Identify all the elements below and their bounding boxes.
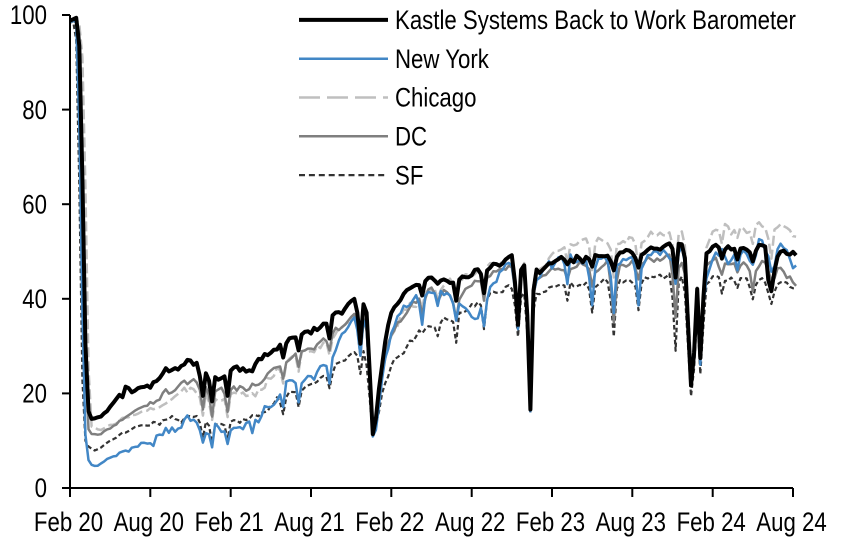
svg-text:Feb 24: Feb 24 xyxy=(677,507,746,537)
svg-text:Feb 21: Feb 21 xyxy=(195,507,264,537)
svg-text:New York: New York xyxy=(395,44,489,74)
svg-text:Chicago: Chicago xyxy=(395,83,477,113)
svg-text:Aug 21: Aug 21 xyxy=(274,507,344,537)
svg-text:Aug 20: Aug 20 xyxy=(114,507,184,537)
svg-text:Aug 23: Aug 23 xyxy=(596,507,666,537)
svg-text:100: 100 xyxy=(10,0,47,30)
svg-text:SF: SF xyxy=(395,160,423,190)
svg-text:Kastle Systems Back to Work Ba: Kastle Systems Back to Work Barometer xyxy=(395,5,796,35)
svg-text:20: 20 xyxy=(22,379,47,409)
svg-text:40: 40 xyxy=(22,284,47,314)
svg-text:80: 80 xyxy=(22,95,47,125)
svg-text:Feb 20: Feb 20 xyxy=(34,507,103,537)
svg-text:Feb 22: Feb 22 xyxy=(355,507,424,537)
svg-text:0: 0 xyxy=(35,473,47,503)
svg-text:Feb 23: Feb 23 xyxy=(516,507,585,537)
svg-text:60: 60 xyxy=(22,189,47,219)
svg-text:Aug 24: Aug 24 xyxy=(756,507,826,537)
svg-text:Aug 22: Aug 22 xyxy=(435,507,505,537)
svg-text:DC: DC xyxy=(395,122,427,152)
